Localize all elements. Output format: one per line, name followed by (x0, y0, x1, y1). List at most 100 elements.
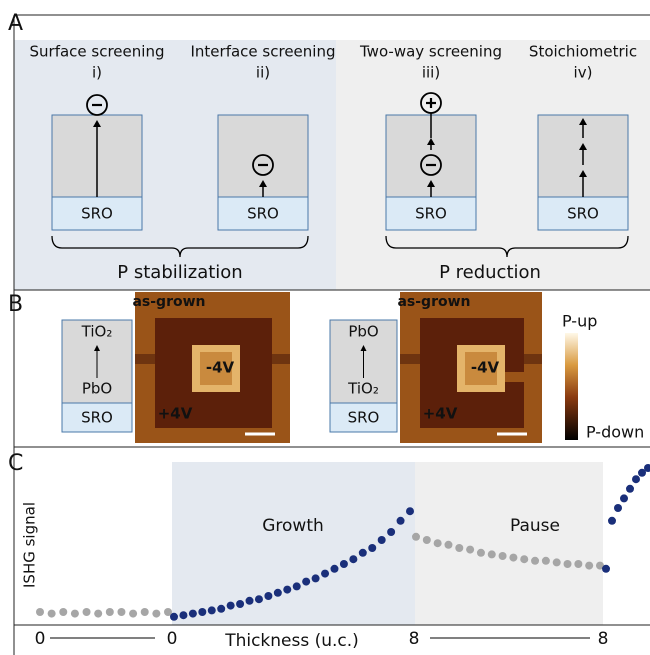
data-point (246, 597, 254, 605)
data-point (129, 610, 137, 618)
column-title: Two-way screening (359, 43, 502, 61)
y-axis-label: ISHG signal (21, 502, 39, 588)
group-label: P reduction (439, 262, 541, 283)
data-point (626, 485, 634, 493)
substrate-label: SRO (348, 409, 380, 427)
data-point (94, 610, 102, 618)
layer-bottom: TiO₂ (347, 380, 379, 398)
data-point (520, 555, 528, 563)
data-point (198, 608, 206, 616)
data-point (106, 608, 114, 616)
data-point (117, 608, 125, 616)
data-point (387, 528, 395, 536)
column-title: Stoichiometric (529, 43, 637, 61)
outer-bias: +4V (423, 405, 458, 423)
data-point (423, 536, 431, 544)
data-point (274, 589, 282, 597)
group-label: P stabilization (117, 262, 242, 283)
data-point (542, 557, 550, 565)
data-point (564, 560, 572, 568)
column-index: iv) (574, 64, 593, 82)
data-point (179, 611, 187, 619)
column-index: iii) (422, 64, 440, 82)
data-point (302, 578, 310, 586)
data-point (477, 549, 485, 557)
data-point (59, 608, 67, 616)
data-point (488, 550, 496, 558)
data-point (330, 565, 338, 573)
data-point (574, 560, 582, 568)
data-point (620, 494, 628, 502)
data-point (434, 539, 442, 547)
data-point (208, 606, 216, 614)
region-label: Growth (262, 516, 324, 536)
inner-bias: -4V (206, 359, 235, 377)
layer-top: TiO₂ (81, 323, 113, 341)
data-point (36, 608, 44, 616)
data-point (509, 554, 517, 562)
colorbar-top: P-up (562, 312, 597, 331)
data-point (632, 475, 640, 483)
data-point (264, 592, 272, 600)
panel-label: A (8, 11, 23, 36)
colorbar (565, 333, 578, 440)
substrate-label: SRO (415, 205, 447, 223)
data-point (359, 549, 367, 557)
data-point (83, 608, 91, 616)
data-point (227, 602, 235, 610)
layer-top: PbO (348, 323, 378, 341)
data-point (614, 504, 622, 512)
x-tick-label: 0 (167, 629, 178, 649)
data-point (466, 546, 474, 554)
data-point (189, 610, 197, 618)
substrate-label: SRO (247, 205, 279, 223)
growth-bg (172, 462, 415, 625)
data-point (378, 536, 386, 544)
data-point (444, 541, 452, 549)
data-point (349, 555, 357, 563)
figure: ASurface screeningi)SROInterface screeni… (0, 0, 650, 655)
layer-bottom: PbO (82, 380, 112, 398)
outer-bias: +4V (158, 405, 193, 423)
substrate-label: SRO (81, 205, 113, 223)
data-point (152, 610, 160, 618)
data-point (312, 574, 320, 582)
data-point (585, 562, 593, 570)
data-point (293, 582, 301, 590)
data-point (368, 544, 376, 552)
x-tick-label: 0 (35, 629, 46, 649)
data-point (531, 557, 539, 565)
data-point (412, 533, 420, 541)
data-point (499, 552, 507, 560)
data-point (553, 558, 561, 566)
x-tick-label: 8 (598, 629, 609, 649)
data-point (406, 507, 414, 515)
image-caption: as-grown (132, 294, 205, 310)
data-point (48, 610, 56, 618)
data-point (170, 613, 178, 621)
panel-label: C (8, 451, 23, 476)
pause-bg (415, 462, 603, 625)
data-point (236, 600, 244, 608)
data-point (455, 544, 463, 552)
x-axis-label: Thickness (u.c.) (224, 631, 359, 651)
image-caption: as-grown (397, 294, 470, 310)
data-point (255, 595, 263, 603)
data-point (602, 565, 610, 573)
panel-label: B (8, 292, 23, 317)
data-point (71, 610, 79, 618)
data-point (217, 605, 225, 613)
data-point (397, 517, 405, 525)
data-point (321, 570, 329, 578)
substrate-label: SRO (81, 409, 113, 427)
inner-bias: -4V (471, 359, 500, 377)
data-point (340, 560, 348, 568)
region-label: Pause (510, 516, 560, 536)
x-tick-label: 8 (409, 629, 420, 649)
column-index: ii) (256, 64, 270, 82)
data-point (283, 586, 291, 594)
column-title: Surface screening (30, 43, 165, 61)
colorbar-bottom: P-down (586, 423, 644, 442)
column-title: Interface screening (191, 43, 336, 61)
data-point (608, 517, 616, 525)
